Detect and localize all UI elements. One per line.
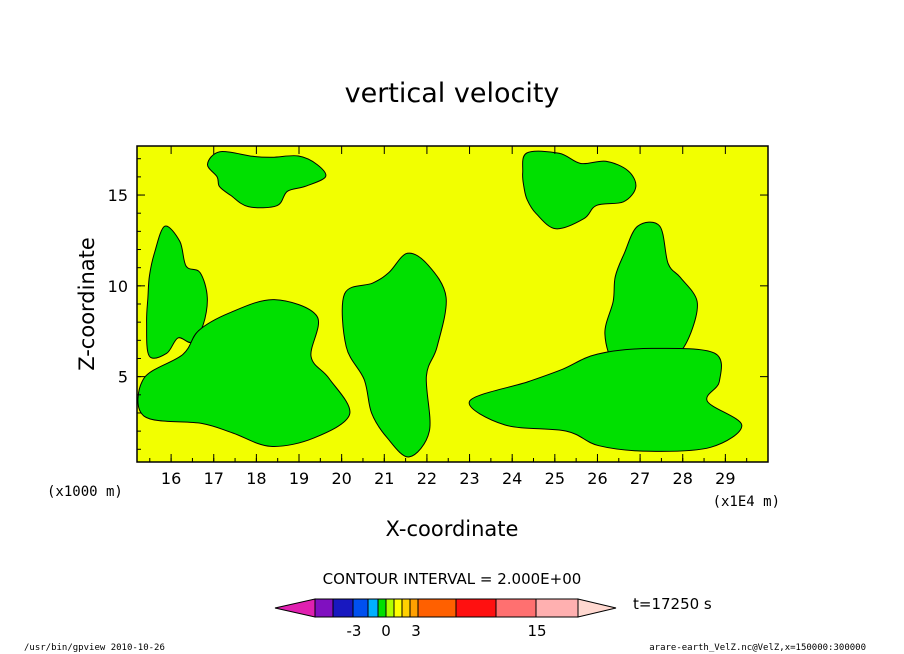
time-label: t=17250 s bbox=[633, 595, 712, 613]
x-tick-label: 22 bbox=[417, 469, 437, 488]
colorbar-tick-label: 3 bbox=[411, 622, 421, 640]
colorbar-tick-label: 15 bbox=[527, 622, 546, 640]
y-tick-label: 10 bbox=[108, 277, 128, 296]
colorbar-segment bbox=[495, 598, 537, 618]
colorbar-over-triangle bbox=[577, 598, 617, 618]
x-tick-label: 25 bbox=[545, 469, 565, 488]
x-tick-label: 18 bbox=[246, 469, 266, 488]
contour-field bbox=[137, 146, 768, 462]
x-tick-label: 27 bbox=[630, 469, 650, 488]
x-tick-label: 26 bbox=[587, 469, 607, 488]
x-axis-ticks: 16 17 18 19 20 21 22 23 24 25 26 27 28 29 bbox=[149, 146, 769, 488]
colorbar-segment bbox=[352, 598, 369, 618]
x-tick-label: 23 bbox=[459, 469, 479, 488]
negative-region bbox=[146, 225, 208, 359]
y-axis-ticks: 5 10 15 bbox=[108, 158, 768, 450]
footer-right: arare-earth_VelZ.nc@VelZ,x=150000:300000 bbox=[649, 643, 866, 653]
colorbar-segment bbox=[417, 598, 457, 618]
negative-regions bbox=[137, 150, 743, 458]
colorbar-segment bbox=[314, 598, 334, 618]
x-tick-label: 29 bbox=[715, 469, 735, 488]
x-tick-label: 19 bbox=[289, 469, 309, 488]
y-tick-label: 5 bbox=[118, 368, 128, 387]
colorbar-segment bbox=[385, 598, 395, 618]
colorbar-segment bbox=[393, 598, 403, 618]
negative-region bbox=[137, 299, 351, 447]
colorbar-tick-label: -3 bbox=[347, 622, 362, 640]
colorbar-under-triangle bbox=[274, 598, 316, 618]
colorbar-segment bbox=[377, 598, 387, 618]
colorbar-ticks: -3 0 3 15 bbox=[347, 622, 547, 640]
x-tick-label: 28 bbox=[673, 469, 693, 488]
colorbar-segment bbox=[455, 598, 497, 618]
negative-region bbox=[207, 150, 327, 209]
contour-interval-label: CONTOUR INTERVAL = 2.000E+00 bbox=[323, 570, 582, 588]
footer-left: /usr/bin/gpview 2010-10-26 bbox=[24, 643, 165, 653]
x-tick-label: 17 bbox=[204, 469, 224, 488]
colorbar-segment bbox=[409, 598, 419, 618]
colorbar bbox=[274, 598, 617, 618]
x-tick-label: 21 bbox=[374, 469, 394, 488]
colorbar-segment bbox=[535, 598, 579, 618]
y-unit-label: (x1000 m) bbox=[47, 484, 123, 500]
colorbar-segment bbox=[401, 598, 411, 618]
chart-title: vertical velocity bbox=[345, 78, 560, 109]
colorbar-tick-label: 0 bbox=[381, 622, 391, 640]
x-axis-label: X-coordinate bbox=[386, 517, 519, 541]
x-unit-label: (x1E4 m) bbox=[713, 494, 780, 510]
colorbar-segment bbox=[367, 598, 379, 618]
colorbar-segment bbox=[332, 598, 354, 618]
y-axis-label: Z-coordinate bbox=[75, 237, 99, 371]
y-tick-label: 15 bbox=[108, 186, 128, 205]
x-tick-label: 16 bbox=[161, 469, 181, 488]
negative-region bbox=[522, 150, 637, 230]
x-tick-label: 20 bbox=[331, 469, 351, 488]
negative-region bbox=[341, 252, 447, 458]
x-tick-label: 24 bbox=[502, 469, 522, 488]
negative-region bbox=[468, 347, 743, 452]
